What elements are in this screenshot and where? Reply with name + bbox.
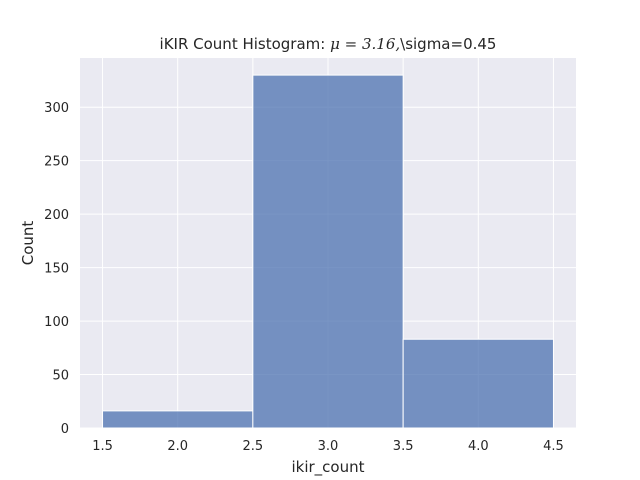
histogram-bars <box>102 74 554 429</box>
chart-title-suffix: \sigma=0.45 <box>400 35 496 53</box>
x-tick-labels: 1.5 2.0 2.5 3.0 3.5 4.0 4.5 <box>92 439 564 454</box>
x-tick-label: 3.0 <box>318 439 339 454</box>
x-tick-label: 4.5 <box>543 439 564 454</box>
x-tick-label: 2.0 <box>167 439 188 454</box>
chart-title-prefix: iKIR Count Histogram: <box>160 35 331 53</box>
x-tick-label: 4.0 <box>468 439 489 454</box>
y-tick-label: 150 <box>44 262 69 277</box>
x-axis-label: ikir_count <box>291 458 364 477</box>
y-tick-label: 50 <box>52 369 69 384</box>
y-tick-label: 100 <box>44 315 69 330</box>
x-tick-label: 3.5 <box>393 439 414 454</box>
chart-title: iKIR Count Histogram: μ = 3.16,\sigma=0.… <box>160 35 497 53</box>
histogram-bar-1 <box>102 410 254 429</box>
y-tick-label: 300 <box>44 101 69 116</box>
histogram-bar-2 <box>252 74 404 429</box>
y-tick-label: 250 <box>44 155 69 170</box>
chart-title-math: μ = 3.16, <box>330 35 400 53</box>
y-axis-label: Count <box>19 221 37 266</box>
x-tick-label: 1.5 <box>92 439 113 454</box>
x-tick-label: 2.5 <box>243 439 264 454</box>
y-tick-label: 200 <box>44 208 69 223</box>
histogram-bar-3 <box>402 338 554 429</box>
y-tick-labels: 0 50 100 150 200 250 300 <box>44 101 69 437</box>
y-tick-label: 0 <box>61 422 69 437</box>
